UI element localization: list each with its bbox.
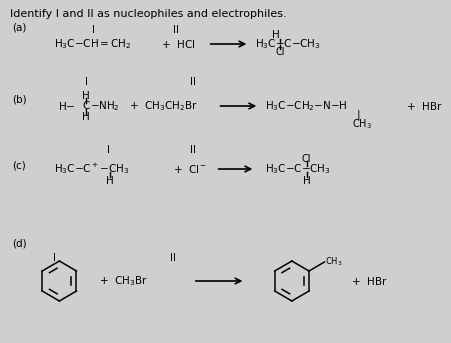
Text: $-$NH$_2$: $-$NH$_2$ <box>90 99 120 113</box>
Text: (d): (d) <box>12 238 27 248</box>
Text: $+$  Cl$^-$: $+$ Cl$^-$ <box>173 163 207 175</box>
Text: $+$  CH$_3$CH$_2$Br: $+$ CH$_3$CH$_2$Br <box>129 99 198 113</box>
Text: H: H <box>272 30 280 40</box>
Text: C: C <box>83 101 90 111</box>
Text: H$_3$C$-$CH$=$CH$_2$: H$_3$C$-$CH$=$CH$_2$ <box>55 37 132 51</box>
Text: CH$_3$: CH$_3$ <box>352 117 372 131</box>
Text: (b): (b) <box>12 95 27 105</box>
Text: (c): (c) <box>12 160 26 170</box>
Text: I: I <box>107 145 110 155</box>
Text: $+$  HBr: $+$ HBr <box>405 100 442 112</box>
Text: H: H <box>82 91 90 101</box>
Text: H: H <box>106 176 114 186</box>
Text: I: I <box>85 77 87 87</box>
Text: CH$_3$: CH$_3$ <box>326 256 343 268</box>
Text: H: H <box>303 176 311 186</box>
Text: H: H <box>82 112 90 122</box>
Text: (a): (a) <box>12 22 26 32</box>
Text: Cl: Cl <box>275 47 285 57</box>
Text: I: I <box>53 253 56 263</box>
Text: II: II <box>190 145 196 155</box>
Text: Identify I and II as nucleophiles and electrophiles.: Identify I and II as nucleophiles and el… <box>10 9 286 19</box>
Text: II: II <box>170 253 176 263</box>
Text: II: II <box>173 25 179 35</box>
Text: H$-$: H$-$ <box>58 100 75 112</box>
Text: $+$  HBr: $+$ HBr <box>351 275 388 287</box>
Text: Cl: Cl <box>302 154 312 164</box>
Text: II: II <box>190 77 196 87</box>
Text: $+$  CH$_3$Br: $+$ CH$_3$Br <box>99 274 148 288</box>
Text: H$_3$C$-$C$^+$$-$CH$_3$: H$_3$C$-$C$^+$$-$CH$_3$ <box>55 162 129 176</box>
Text: I: I <box>92 25 96 35</box>
Text: |: | <box>356 110 360 120</box>
Text: H$_3$C$-$CH$_2$$-$N$-$H: H$_3$C$-$CH$_2$$-$N$-$H <box>265 99 348 113</box>
Text: H$_3$C$-$C$-$CH$_3$: H$_3$C$-$C$-$CH$_3$ <box>265 162 331 176</box>
Text: H$_3$C$-$C$-$CH$_3$: H$_3$C$-$C$-$CH$_3$ <box>255 37 321 51</box>
Text: $+$  HCl: $+$ HCl <box>161 38 196 50</box>
